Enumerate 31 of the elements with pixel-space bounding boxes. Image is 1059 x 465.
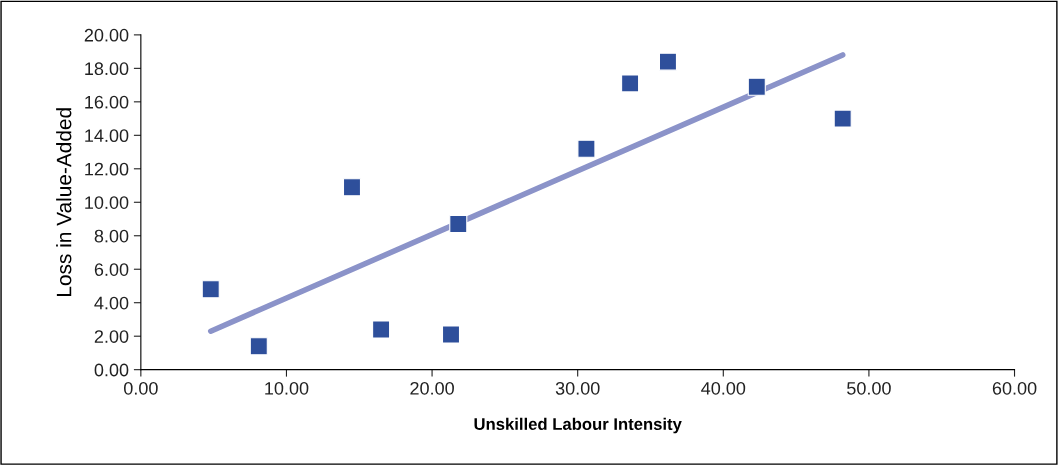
point <box>658 52 678 71</box>
y-tick-label: 2.00 <box>94 330 129 343</box>
y-tick-label: 18.00 <box>85 62 129 76</box>
point <box>372 320 391 339</box>
y-tick-label: 6.00 <box>94 263 129 276</box>
point <box>621 74 640 93</box>
y-axis-title: Loss in Value-Added <box>56 108 72 296</box>
y-tick-label: 20.00 <box>84 28 129 42</box>
y-tick-label: 8.00 <box>94 229 129 243</box>
point <box>441 325 461 344</box>
x-axis-title: Unskilled Labour Intensity <box>474 417 682 434</box>
y-tick-label: 14.00 <box>85 129 129 143</box>
point <box>342 178 362 197</box>
x-tick-label: 50.00 <box>847 381 891 395</box>
x-tick-label: 40.00 <box>701 381 746 395</box>
point <box>577 139 596 158</box>
x-tick-label: 0.00 <box>123 381 158 395</box>
point <box>833 109 852 128</box>
x-tick-label: 60.00 <box>992 381 1037 395</box>
y-tick-label: 0.00 <box>94 363 129 377</box>
y-tick-label: 16.00 <box>85 95 129 109</box>
point <box>201 280 220 299</box>
point <box>747 77 766 96</box>
y-tick-label: 10.00 <box>85 196 129 209</box>
x-tick-label: 10.00 <box>265 381 309 395</box>
x-tick-label: 20.00 <box>410 381 454 395</box>
point <box>249 337 268 356</box>
x-tick-label: 30.00 <box>555 381 600 395</box>
y-tick-label: 4.00 <box>94 296 129 310</box>
point <box>449 214 468 234</box>
y-tick-label: 12.00 <box>85 162 129 176</box>
